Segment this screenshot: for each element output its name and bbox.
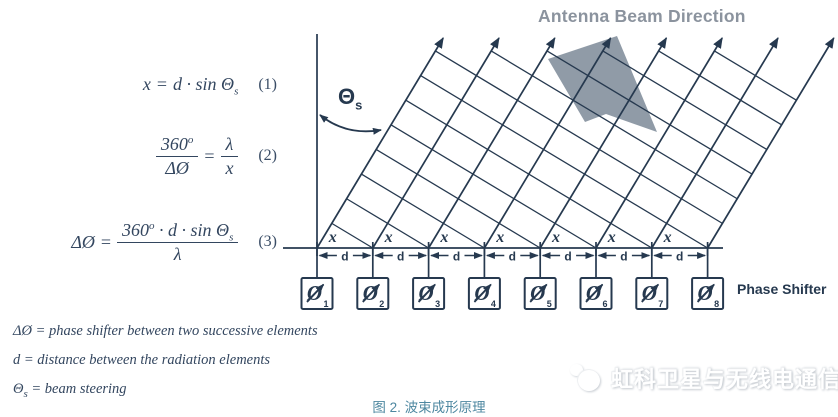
phase-symbol-arrow — [306, 283, 325, 303]
equation-2: 360o ΔØ = λ x (2) — [155, 134, 277, 178]
phase-shifter-box — [635, 277, 669, 310]
phase-shifter-box — [523, 277, 557, 310]
eq2-equals: = — [204, 145, 215, 166]
phase-shifter-number: 5 — [547, 299, 552, 309]
wavefront-line — [361, 173, 485, 249]
path-difference-label: x — [384, 229, 393, 246]
phase-symbol-arrow — [417, 283, 436, 303]
phase-shifters: Ø1Ø2Ø3Ø4Ø5Ø6Ø7Ø8 — [300, 248, 725, 310]
spacing-label: d — [620, 250, 627, 264]
wavefront-line — [390, 124, 597, 249]
phase-shifter-box — [356, 277, 390, 310]
eq2-frac1-denominator: ΔØ — [165, 157, 189, 178]
beam-arrow — [427, 37, 556, 249]
wavefront-line — [546, 50, 753, 175]
watermark-text: 虹科卫星与无线电通信 — [611, 367, 838, 392]
antenna-beam-direction-label: Antenna Beam Direction — [538, 6, 746, 26]
spacing-label: d — [509, 250, 516, 264]
phase-symbol-arrow — [473, 283, 492, 303]
beam-arrows — [316, 37, 835, 249]
equation-1: x = d · sin Θs (1) — [142, 74, 277, 98]
beam-arrow — [539, 37, 668, 249]
path-difference-label: x — [495, 229, 504, 246]
beam-arrow — [483, 37, 612, 249]
spacing-label: d — [564, 250, 571, 264]
phase-shifter-number: 6 — [602, 299, 607, 309]
wavefront-line — [435, 50, 723, 224]
equation-3-body: ΔØ = 360o · d · sin Θs λ — [71, 220, 239, 264]
steering-angle-arc — [319, 114, 382, 135]
eq1-equals: = — [156, 74, 168, 94]
phase-symbol-arrow — [529, 283, 548, 303]
phase-symbol-arrow — [362, 283, 380, 303]
phase-shifter-number: 4 — [491, 299, 496, 309]
path-difference-label: x — [607, 229, 616, 246]
eq2-fraction-left: 360o ΔØ — [155, 134, 199, 178]
definition-d: d = distance between the radiation eleme… — [13, 352, 271, 368]
eq1-number: (1) — [258, 75, 277, 93]
eq3-equals: = — [100, 231, 112, 252]
wavefront-line — [331, 222, 374, 249]
equation-1-body: x = d · sin Θs — [142, 74, 239, 98]
phase-shifter-label: Phase Shifter — [737, 281, 827, 297]
phase-shifter-box — [691, 277, 725, 310]
eq2-frac2-numerator: λ — [220, 134, 239, 157]
spacing-label: d — [397, 250, 404, 264]
path-difference-label: x — [439, 229, 448, 246]
eq1-rhs: d · sin Θs — [173, 74, 239, 98]
spacing-label: d — [676, 250, 683, 264]
wavefront-line — [658, 50, 782, 126]
phase-shifter-box — [467, 277, 501, 310]
equation-3: ΔØ = 360o · d · sin Θs λ (3) — [71, 220, 277, 264]
eq2-frac1-numerator: 360o — [155, 134, 199, 157]
eq3-number: (3) — [258, 233, 277, 251]
eq3-fraction: 360o · d · sin Θs λ — [117, 220, 239, 264]
eq3-lhs: ΔØ — [71, 231, 95, 252]
wavefront-line — [420, 75, 708, 249]
eq3-denominator: λ — [173, 243, 182, 264]
figure-caption: 图 2. 波束成形原理 — [372, 400, 486, 415]
steering-angle-label: Θs — [338, 84, 363, 113]
definition-theta: Θs = beam steering — [13, 381, 127, 400]
phase-shifter-number: 3 — [435, 299, 440, 309]
path-difference-label: x — [328, 229, 337, 246]
brand-logo-icon — [570, 362, 604, 394]
beam-arrow — [595, 37, 723, 249]
eq2-number: (2) — [258, 147, 277, 165]
eq1-lhs: x — [142, 74, 151, 94]
phase-shifter-box — [300, 277, 334, 310]
eq3-numerator: 360o · d · sin Θs — [117, 220, 239, 243]
spacing-label: d — [341, 250, 348, 264]
watermark: 虹科卫星与无线电通信 — [570, 362, 838, 394]
path-difference-label: x — [663, 229, 672, 246]
path-difference-label: x — [551, 229, 560, 246]
eq2-fraction-right: λ x — [220, 134, 239, 178]
definition-delta-phi: ΔØ = phase shifter between two successiv… — [13, 323, 318, 339]
phase-symbol-arrow — [641, 283, 659, 303]
beam-arrow — [651, 37, 779, 249]
equation-2-body: 360o ΔØ = λ x — [155, 134, 239, 178]
phase-shifter-number: 7 — [658, 299, 663, 309]
beam-arrow — [316, 37, 444, 249]
beam-arrow — [372, 37, 500, 249]
phase-symbol-arrow — [585, 283, 604, 303]
eq2-frac2-denominator: x — [225, 157, 234, 178]
spacing-label: d — [453, 250, 460, 264]
phase-shifter-number: 1 — [323, 299, 328, 309]
phase-shifter-number: 8 — [714, 299, 719, 309]
beam-arrow — [706, 37, 835, 249]
phase-shifter-box — [579, 277, 613, 310]
phase-shifter-box — [412, 277, 446, 310]
phase-shifter-number: 2 — [379, 299, 384, 309]
phase-symbol-arrow — [696, 283, 715, 303]
